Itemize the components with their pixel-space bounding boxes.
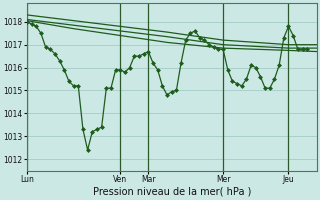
X-axis label: Pression niveau de la mer( hPa ): Pression niveau de la mer( hPa ): [92, 187, 251, 197]
